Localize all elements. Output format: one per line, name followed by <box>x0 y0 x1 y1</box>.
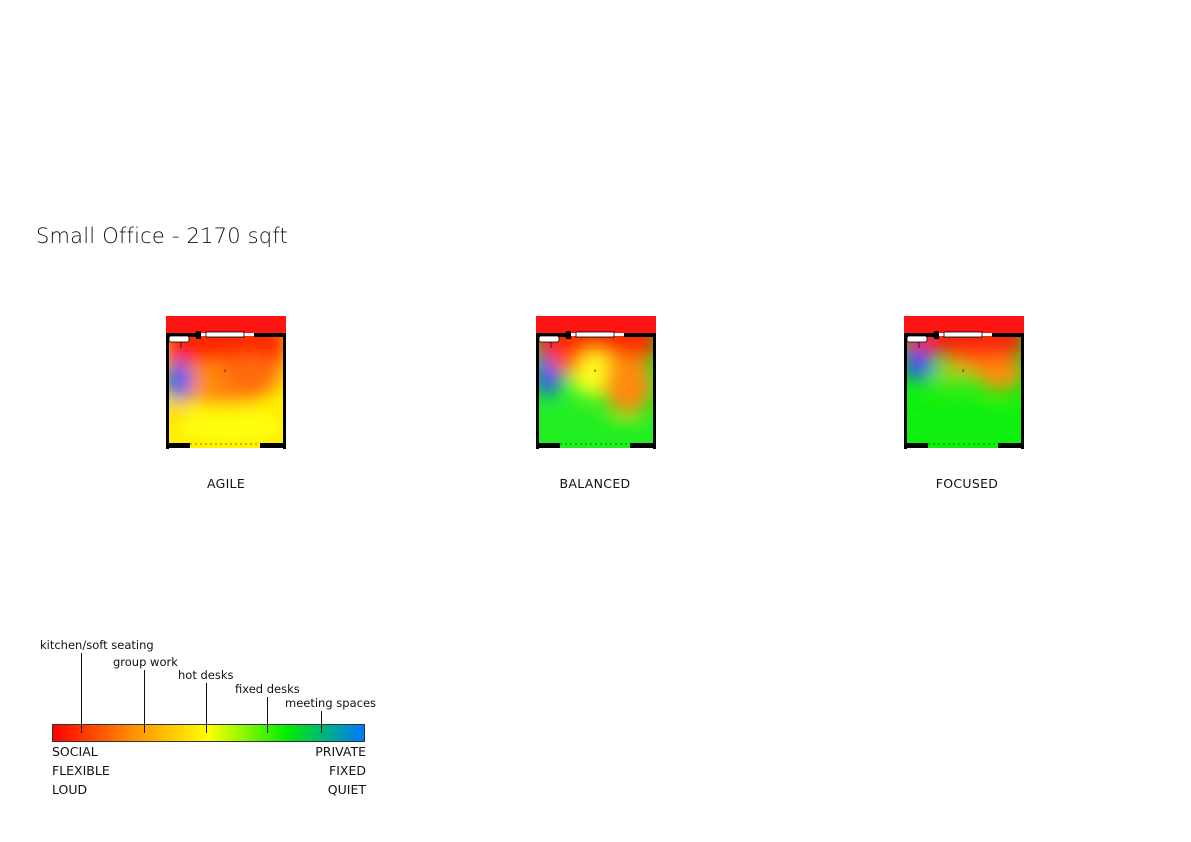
plan-label-agile: AGILE <box>206 476 246 491</box>
floor-plan-agile: x <box>166 314 286 454</box>
legend-tick <box>267 697 268 733</box>
legend-right-private: PRIVATE <box>315 744 366 759</box>
legend-zone-label: kitchen/soft seating <box>40 638 154 652</box>
legend-zone-label: group work <box>113 655 178 669</box>
legend-left-labels: SOCIAL FLEXIBLE LOUD <box>52 742 110 799</box>
legend-right-quiet: QUIET <box>327 782 366 797</box>
svg-text:x: x <box>962 368 965 373</box>
legend-tick <box>144 670 145 733</box>
legend-zone-label: hot desks <box>178 668 234 682</box>
legend-gradient-bar <box>52 724 365 742</box>
legend-right-labels: PRIVATE FIXED QUIET <box>265 742 366 799</box>
legend-zone-label: fixed desks <box>235 682 300 696</box>
legend-right-fixed: FIXED <box>329 763 366 778</box>
legend-tick <box>81 653 82 733</box>
legend-tick <box>321 711 322 733</box>
color-legend: kitchen/soft seating group work hot desk… <box>36 635 396 815</box>
legend-zone-label: meeting spaces <box>285 696 377 710</box>
plan-label-balanced: BALANCED <box>559 476 631 491</box>
legend-left-loud: LOUD <box>52 782 88 797</box>
floor-plan-balanced: x <box>536 314 656 454</box>
plan-label-focused: FOCUSED <box>935 476 999 491</box>
legend-left-flexible: FLEXIBLE <box>52 763 110 778</box>
legend-tick <box>206 683 207 733</box>
svg-text:x: x <box>224 368 227 373</box>
legend-left-social: SOCIAL <box>52 744 98 759</box>
floor-plan-focused: x <box>904 314 1024 454</box>
svg-text:x: x <box>594 368 597 373</box>
page-title: Small Office - 2170 sqft <box>36 224 288 248</box>
